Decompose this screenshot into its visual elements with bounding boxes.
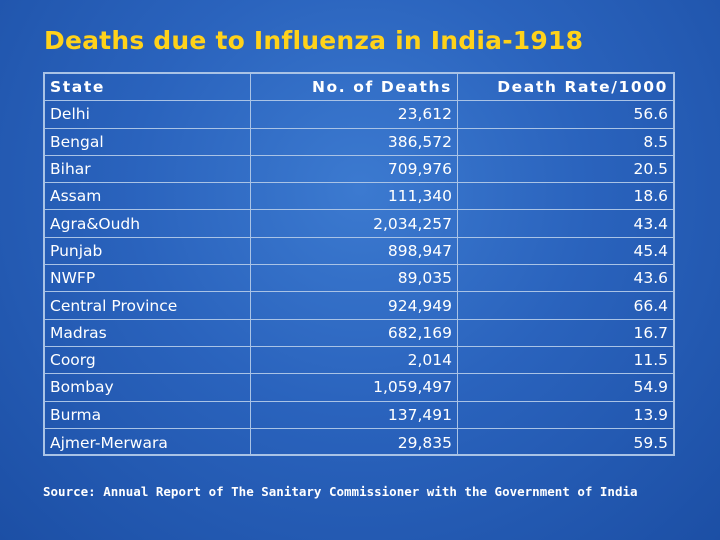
table-row: Punjab 898,947 45.4 <box>45 237 673 266</box>
death-rate-cell: 43.4 <box>633 214 668 233</box>
death-rate-cell: 59.5 <box>633 433 668 452</box>
deaths-cell: 386,572 <box>251 128 458 155</box>
table-row: Bombay 1,059,497 54.9 <box>45 374 673 402</box>
death-rate-cell: 54.9 <box>633 378 668 397</box>
deaths-cell: 682,169 <box>251 319 458 346</box>
death-rate-cell: 8.5 <box>643 132 668 151</box>
deaths-cell: 23,612 <box>251 101 458 128</box>
table-row: Madras 682,169 16.7 <box>45 319 673 347</box>
header-deaths: No. of Deaths <box>251 74 458 101</box>
table-row: Central Province 924,949 66.4 <box>45 292 673 320</box>
table-row: Bengal 386,572 8.5 <box>45 128 673 156</box>
state-cell: Bihar <box>45 155 251 183</box>
death-rate-cell: 16.7 <box>633 323 668 342</box>
state-cell: Coorg <box>45 346 251 374</box>
state-cell: Punjab <box>45 237 251 265</box>
table-header-row: State No. of Deaths Death Rate/1000 <box>45 74 673 102</box>
state-cell: Agra&Oudh <box>45 210 251 237</box>
deaths-cell: 709,976 <box>251 155 458 183</box>
deaths-cell: 137,491 <box>251 401 458 428</box>
death-rate-cell: 56.6 <box>633 105 668 124</box>
deaths-cell: 89,035 <box>251 265 458 292</box>
state-cell: NWFP <box>45 265 251 292</box>
header-state: State <box>45 74 251 101</box>
state-cell: Delhi <box>45 101 251 128</box>
death-rate-cell: 13.9 <box>633 405 668 424</box>
state-cell: Madras <box>45 319 251 346</box>
death-rate-cell: 18.6 <box>633 187 668 206</box>
table-row: Delhi 23,612 56.6 <box>45 101 673 129</box>
table-row: Burma 137,491 13.9 <box>45 401 673 429</box>
death-rate-cell: 11.5 <box>633 351 668 370</box>
deaths-cell: 111,340 <box>251 183 458 210</box>
deaths-cell: 1,059,497 <box>251 374 458 401</box>
deaths-cell: 2,014 <box>251 346 458 374</box>
deaths-cell: 898,947 <box>251 237 458 265</box>
table-row: Assam 111,340 18.6 <box>45 183 673 211</box>
deaths-cell: 29,835 <box>251 428 458 457</box>
table-row: NWFP 89,035 43.6 <box>45 265 673 293</box>
deaths-cell: 924,949 <box>251 292 458 319</box>
state-cell: Burma <box>45 401 251 428</box>
death-rate-cell: 66.4 <box>633 296 668 315</box>
state-cell: Bombay <box>45 374 251 401</box>
slide-title: Deaths due to Influenza in India-1918 <box>44 26 584 55</box>
table-row: Bihar 709,976 20.5 <box>45 155 673 184</box>
source-note: Source: Annual Report of The Sanitary Co… <box>43 484 638 499</box>
state-cell: Central Province <box>45 292 251 319</box>
death-rate-cell: 43.6 <box>633 269 668 288</box>
header-death-rate: Death Rate/1000 <box>497 78 668 97</box>
state-cell: Bengal <box>45 128 251 155</box>
state-cell: Ajmer-Merwara <box>45 428 251 457</box>
influenza-deaths-table: State No. of Deaths Death Rate/1000 Delh… <box>43 72 675 457</box>
deaths-cell: 2,034,257 <box>251 210 458 237</box>
death-rate-cell: 45.4 <box>633 241 668 260</box>
state-cell: Assam <box>45 183 251 210</box>
death-rate-cell: 20.5 <box>633 160 668 179</box>
table-row: Coorg 2,014 11.5 <box>45 346 673 375</box>
table-row: Ajmer-Merwara 29,835 59.5 <box>45 428 673 457</box>
table-row: Agra&Oudh 2,034,257 43.4 <box>45 210 673 238</box>
